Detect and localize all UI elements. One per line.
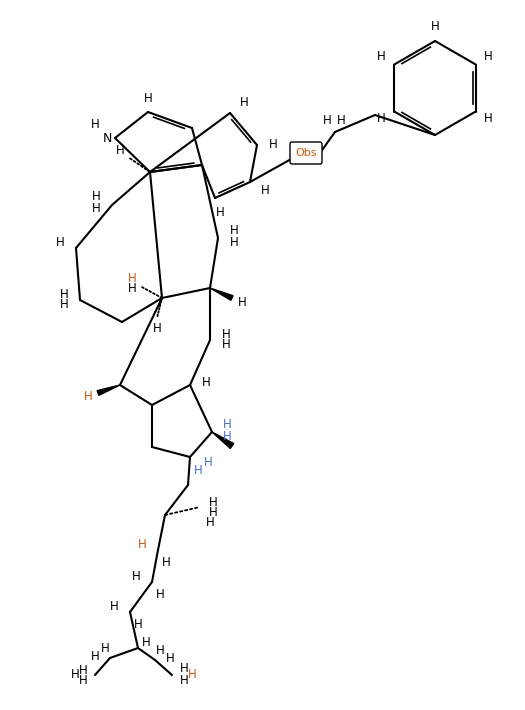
Text: H: H — [202, 376, 211, 388]
Text: H: H — [60, 288, 68, 302]
Text: H: H — [260, 183, 269, 197]
Text: H: H — [430, 19, 439, 33]
Text: H: H — [187, 669, 196, 682]
Text: N: N — [102, 131, 112, 145]
Text: H: H — [216, 205, 224, 219]
Text: H: H — [377, 112, 386, 126]
Text: H: H — [128, 281, 136, 295]
Polygon shape — [212, 432, 234, 449]
Text: H: H — [116, 143, 124, 156]
Text: H: H — [110, 601, 118, 613]
Text: H: H — [134, 618, 142, 630]
Text: H: H — [79, 674, 87, 687]
Text: H: H — [128, 271, 136, 285]
Text: H: H — [101, 642, 109, 655]
Text: H: H — [138, 538, 146, 552]
Text: H: H — [92, 202, 100, 216]
Text: H: H — [56, 236, 65, 249]
Text: H: H — [222, 339, 230, 351]
Text: H: H — [485, 112, 493, 126]
Text: H: H — [91, 117, 99, 131]
Text: H: H — [79, 664, 87, 677]
Text: H: H — [91, 650, 99, 662]
Text: H: H — [238, 295, 246, 309]
Text: H: H — [223, 430, 232, 444]
FancyBboxPatch shape — [290, 142, 322, 164]
Text: H: H — [165, 652, 174, 665]
Text: H: H — [485, 50, 493, 63]
Polygon shape — [97, 385, 120, 395]
Text: H: H — [155, 587, 164, 601]
Text: H: H — [142, 636, 150, 650]
Text: H: H — [204, 456, 213, 469]
Text: H: H — [239, 97, 248, 109]
Text: H: H — [83, 391, 92, 403]
Polygon shape — [210, 288, 233, 300]
Text: H: H — [206, 516, 214, 530]
Text: H: H — [208, 496, 217, 510]
Text: H: H — [323, 114, 331, 126]
Text: H: H — [60, 298, 68, 312]
Text: H: H — [180, 662, 188, 675]
Text: H: H — [132, 571, 140, 584]
Text: H: H — [269, 138, 277, 151]
Text: H: H — [377, 50, 386, 63]
Text: H: H — [194, 464, 202, 478]
Text: H: H — [229, 236, 238, 249]
Text: H: H — [180, 674, 188, 687]
Text: H: H — [223, 417, 232, 430]
Text: H: H — [144, 92, 152, 104]
Text: H: H — [337, 114, 345, 126]
Text: H: H — [155, 643, 164, 657]
Text: H: H — [229, 224, 238, 236]
Text: H: H — [222, 329, 230, 342]
Text: H: H — [162, 555, 171, 569]
Text: H: H — [92, 190, 100, 204]
Text: H: H — [71, 669, 79, 682]
Text: Obs: Obs — [295, 148, 317, 158]
Text: H: H — [208, 506, 217, 520]
Text: H: H — [153, 322, 161, 334]
